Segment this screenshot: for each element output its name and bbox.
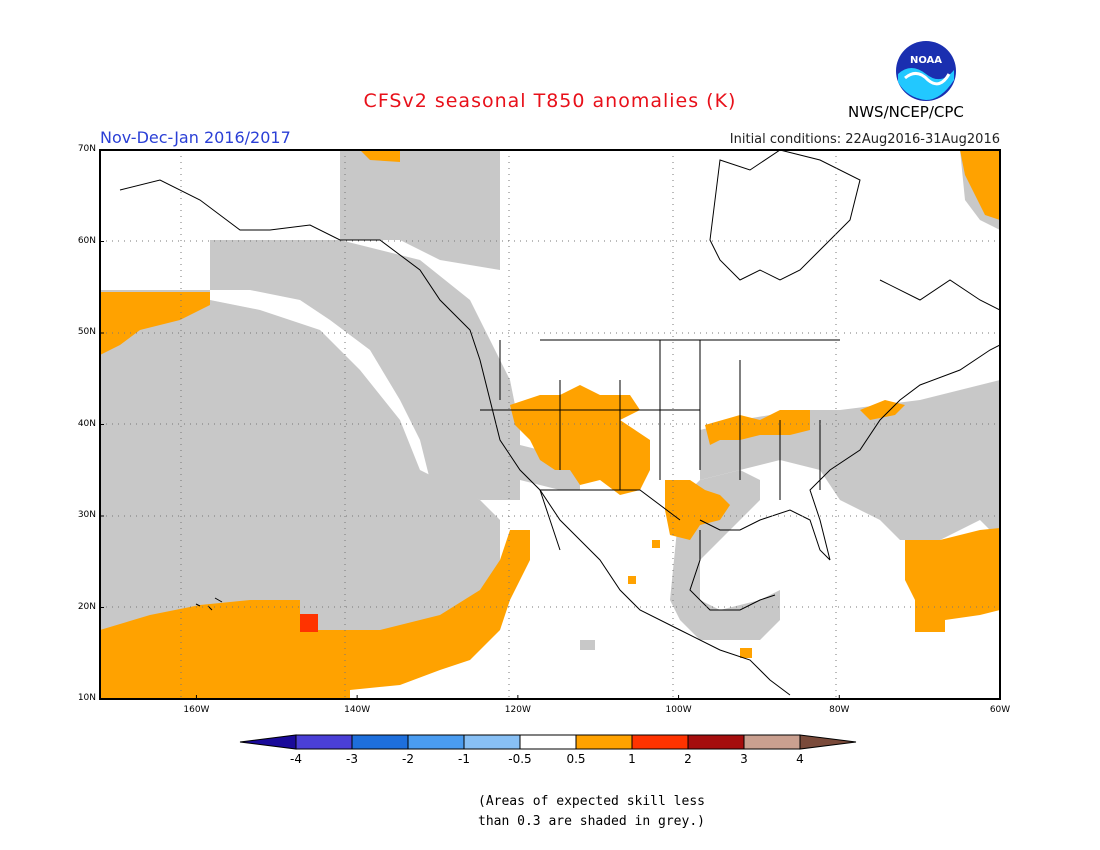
lon-tick-label: 160W (183, 705, 210, 715)
colorbar-cell (295, 734, 353, 750)
colorbar-label: 4 (796, 752, 804, 766)
logo-text: NOAA (910, 55, 942, 66)
forecast-period: Nov-Dec-Jan 2016/2017 (100, 128, 291, 147)
lat-tick-label: 40N (77, 418, 96, 429)
skill-note-line2: than 0.3 are shaded in grey.) (478, 814, 705, 829)
skill-note: (Areas of expected skill less than 0.3 a… (478, 792, 705, 832)
colorbar-cell (239, 734, 297, 750)
colorbar-cell (799, 734, 857, 750)
initial-conditions: Initial conditions: 22Aug2016-31Aug2016 (729, 132, 1000, 147)
skill-note-line1: (Areas of expected skill less (478, 794, 705, 809)
lat-tick-label: 50N (77, 327, 96, 337)
colorbar-cell (519, 734, 577, 750)
agency-label: NWS/NCEP/CPC (848, 103, 964, 121)
colorbar-label: 1 (628, 752, 636, 766)
colorbar-label: -4 (290, 752, 302, 766)
colorbar-cell (743, 734, 801, 750)
colorbar-cell (631, 734, 689, 750)
lon-tick-label: 100W (665, 705, 692, 715)
map-title: CFSv2 seasonal T850 anomalies (K) (363, 90, 737, 112)
colorbar-label: 2 (684, 752, 692, 766)
gridlines (100, 150, 1000, 699)
lat-tick-label: 10N (77, 693, 96, 703)
colorbar-label: 3 (740, 752, 748, 766)
lat-tick-label: 20N (77, 601, 96, 612)
coastlines (119, 150, 1000, 696)
lon-tick-label: 60W (989, 705, 1011, 715)
strong-warm-anomaly (300, 614, 318, 632)
lon-tick-label: 80W (829, 705, 850, 715)
colorbar-label: -3 (346, 752, 358, 766)
colorbar-label: 0.5 (566, 752, 586, 766)
colorbar-cell (463, 734, 521, 750)
colorbar-cell (407, 734, 465, 750)
colorbar-label: -1 (458, 752, 470, 766)
colorbar-cell (351, 734, 409, 750)
warm-anomaly-regions (100, 150, 1000, 699)
lon-tick-label: 140W (344, 705, 371, 715)
colorbar-label: -0.5 (508, 752, 532, 766)
lat-tick-label: 30N (77, 510, 96, 520)
colorbar-cell (687, 734, 745, 750)
lat-tick-label: 70N (77, 144, 96, 154)
noaa-logo: NOAA (896, 41, 956, 101)
lat-tick-label: 60N (77, 235, 96, 246)
colorbar-label: -2 (402, 752, 414, 766)
colorbar-cell (575, 734, 633, 750)
lon-tick-label: 120W (504, 705, 531, 715)
